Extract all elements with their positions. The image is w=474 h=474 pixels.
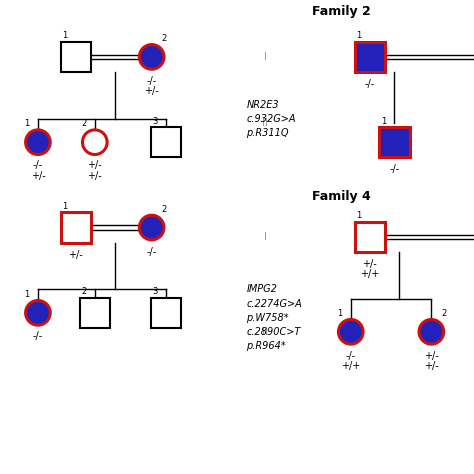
Text: NR2E3: NR2E3 [246, 100, 279, 109]
Text: p.R311Q: p.R311Q [246, 128, 289, 138]
Text: p.W758*: p.W758* [246, 313, 289, 323]
Circle shape [82, 130, 107, 155]
Text: c.2890C>T: c.2890C>T [246, 327, 301, 337]
Text: +/-: +/- [87, 171, 102, 181]
Circle shape [139, 45, 164, 69]
Text: 3: 3 [152, 287, 157, 296]
Bar [61, 212, 91, 243]
Text: I: I [264, 52, 267, 62]
Bar [151, 127, 181, 157]
Text: -/-: -/- [365, 79, 375, 89]
Text: 2: 2 [162, 205, 167, 214]
Text: -/-: -/- [146, 76, 157, 86]
Text: +/+: +/+ [360, 269, 379, 279]
Bar [355, 42, 385, 72]
Text: -/-: -/- [146, 247, 157, 257]
Text: c.2274G>A: c.2274G>A [246, 299, 302, 309]
Text: p.R964*: p.R964* [246, 341, 286, 351]
Bar [151, 298, 181, 328]
Bar [379, 127, 410, 157]
Text: IMPG2: IMPG2 [246, 284, 277, 294]
Text: -/-: -/- [33, 331, 43, 341]
Circle shape [419, 319, 444, 344]
Text: +/-: +/- [68, 250, 83, 260]
Text: 1: 1 [24, 119, 29, 128]
Bar [80, 298, 110, 328]
Text: +/-: +/- [424, 351, 439, 361]
Text: c.932G>A: c.932G>A [246, 114, 296, 124]
Circle shape [26, 130, 50, 155]
Text: Family 2: Family 2 [312, 5, 371, 18]
Text: 1: 1 [62, 31, 67, 40]
Circle shape [139, 215, 164, 240]
Text: 2: 2 [162, 34, 167, 43]
Circle shape [26, 301, 50, 325]
Text: 1: 1 [62, 202, 67, 211]
Text: 3: 3 [152, 117, 157, 126]
Text: 1: 1 [356, 31, 361, 40]
Text: +/+: +/+ [341, 361, 360, 371]
Text: -/-: -/- [33, 160, 43, 170]
Text: +/-: +/- [87, 160, 102, 170]
Text: +/-: +/- [30, 171, 46, 181]
Text: 2: 2 [81, 287, 86, 296]
Bar [355, 222, 385, 252]
Text: 2: 2 [441, 309, 447, 318]
Text: 1: 1 [356, 211, 361, 220]
Text: 1: 1 [337, 309, 342, 318]
Text: I: I [264, 232, 267, 242]
Text: -/-: -/- [389, 164, 400, 174]
Text: +/-: +/- [362, 259, 377, 269]
Text: +/-: +/- [144, 86, 159, 96]
Bar [61, 42, 91, 72]
Text: +/-: +/- [424, 361, 439, 371]
Text: Family 4: Family 4 [312, 190, 371, 202]
Circle shape [338, 319, 363, 344]
Text: 1: 1 [381, 117, 386, 126]
Text: II: II [263, 118, 268, 128]
Text: 2: 2 [81, 119, 86, 128]
Text: II: II [263, 327, 268, 337]
Text: -/-: -/- [346, 351, 356, 361]
Text: 1: 1 [24, 290, 29, 299]
